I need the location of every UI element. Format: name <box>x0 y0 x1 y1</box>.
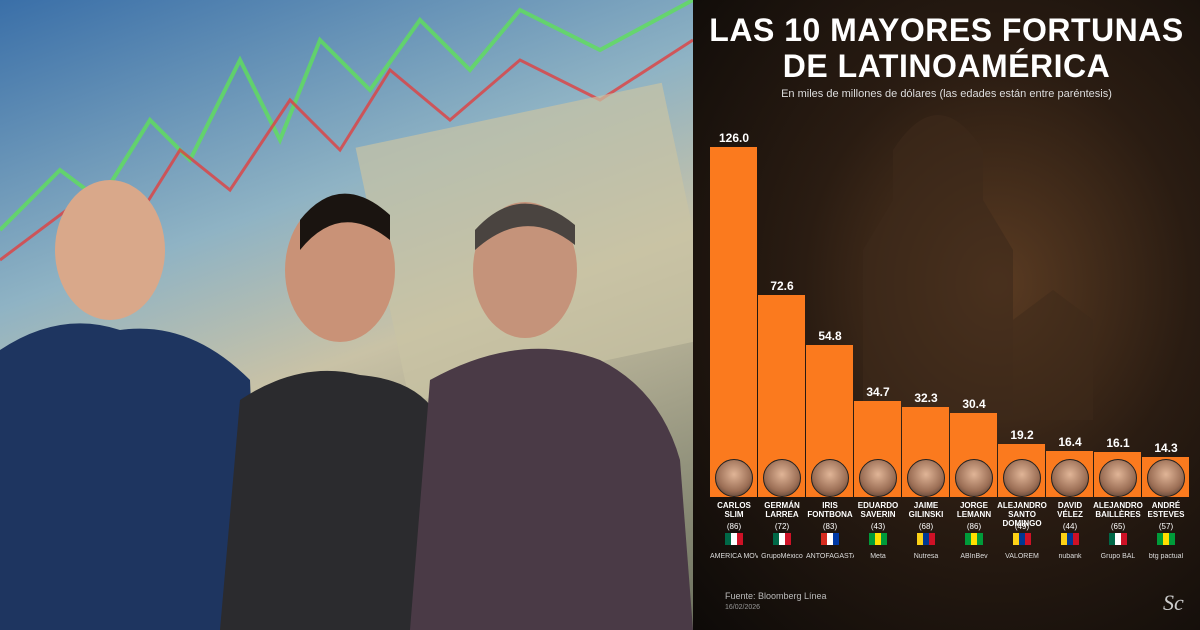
company-logo: Meta <box>870 553 886 560</box>
flag <box>965 533 983 545</box>
portrait <box>1003 459 1041 497</box>
flag <box>1157 533 1175 545</box>
portrait <box>859 459 897 497</box>
value-label: 19.2 <box>1010 427 1034 442</box>
value-label: 16.4 <box>1058 435 1082 450</box>
category-label: ALEJANDRO SANTO DOMINGO <box>997 501 1047 528</box>
company-logo: Nutresa <box>913 553 939 560</box>
category-label: JORGE LEMANN <box>956 501 992 519</box>
photo <box>0 0 693 630</box>
chart-title: DE LATINOAMÉRICA <box>782 48 1111 84</box>
category-label: CARLOS SLIM <box>717 501 751 519</box>
chart-panel: LAS 10 MAYORES FORTUNAS DE LATINOAMÉRICA… <box>693 0 1200 630</box>
portrait <box>1147 459 1185 497</box>
category-label: GERMÁN LARREA <box>764 501 800 519</box>
value-label: 32.3 <box>914 391 938 406</box>
flag <box>1061 533 1079 545</box>
age-label: (57) <box>1158 522 1174 531</box>
category-label: ALEJANDRO BAILLÈRES <box>1093 501 1143 519</box>
brand-logo: Sc <box>1163 590 1184 615</box>
category-label: IRIS FONTBONA <box>807 501 853 519</box>
value-label: 16.1 <box>1106 436 1130 451</box>
age-label: (68) <box>918 522 934 531</box>
age-label: (86) <box>966 522 982 531</box>
flag <box>821 533 839 545</box>
flag <box>725 533 743 545</box>
portrait <box>763 459 801 497</box>
photo-art <box>0 0 693 630</box>
flag <box>869 533 887 545</box>
flag <box>1109 533 1127 545</box>
flag <box>773 533 791 545</box>
value-label: 34.7 <box>866 384 890 399</box>
category-label: JAIME GILINSKI <box>908 501 944 519</box>
background-building <box>863 115 1093 420</box>
portrait <box>1099 459 1137 497</box>
value-label: 126.0 <box>718 131 750 145</box>
value-label: 14.3 <box>1154 441 1178 456</box>
category-label: DAVID VÉLEZ <box>1057 501 1083 519</box>
company-logo: VALOREM <box>1005 553 1039 560</box>
portrait <box>1051 459 1089 497</box>
company-logo: nubank <box>1058 553 1082 560</box>
company-logo: GrupoMéxico <box>761 553 803 560</box>
age-label: (49) <box>1014 522 1030 531</box>
age-label: (72) <box>774 522 790 531</box>
category-label: EDUARDO SAVERIN <box>857 501 899 519</box>
portrait <box>907 459 945 497</box>
age-label: (44) <box>1062 522 1078 531</box>
age-label: (65) <box>1110 522 1126 531</box>
flag <box>1013 533 1031 545</box>
source: Fuente: Bloomberg Línea <box>725 591 827 601</box>
company-logo: btg pactual <box>1148 553 1184 560</box>
company-logo: ANTOFAGASTA MINERALS <box>806 553 854 560</box>
portrait <box>811 459 849 497</box>
company-logo: ABInBev <box>960 553 988 560</box>
portrait <box>715 459 753 497</box>
plot: 126.0 CARLOS SLIM (86) AMÉRICA MÓVIL 72.6 GER… <box>693 0 1200 630</box>
bar <box>710 147 757 497</box>
category-label: ANDRÉ ESTEVES <box>1147 501 1185 519</box>
value-label: 30.4 <box>962 396 986 411</box>
date: 16/02/2026 <box>725 604 761 611</box>
flag <box>917 533 935 545</box>
subtitle: En miles de millones de dólares (las eda… <box>781 88 1112 100</box>
portrait <box>955 459 993 497</box>
value-label: 72.6 <box>770 279 794 294</box>
company-logo: AMÉRICA MÓVIL <box>710 553 758 560</box>
company-logo: Grupo BAL <box>1100 553 1136 560</box>
age-label: (43) <box>870 522 886 531</box>
chart-title: LAS 10 MAYORES FORTUNAS <box>709 12 1184 48</box>
age-label: (83) <box>822 522 838 531</box>
age-label: (86) <box>726 522 742 531</box>
value-label: 54.8 <box>818 328 842 343</box>
